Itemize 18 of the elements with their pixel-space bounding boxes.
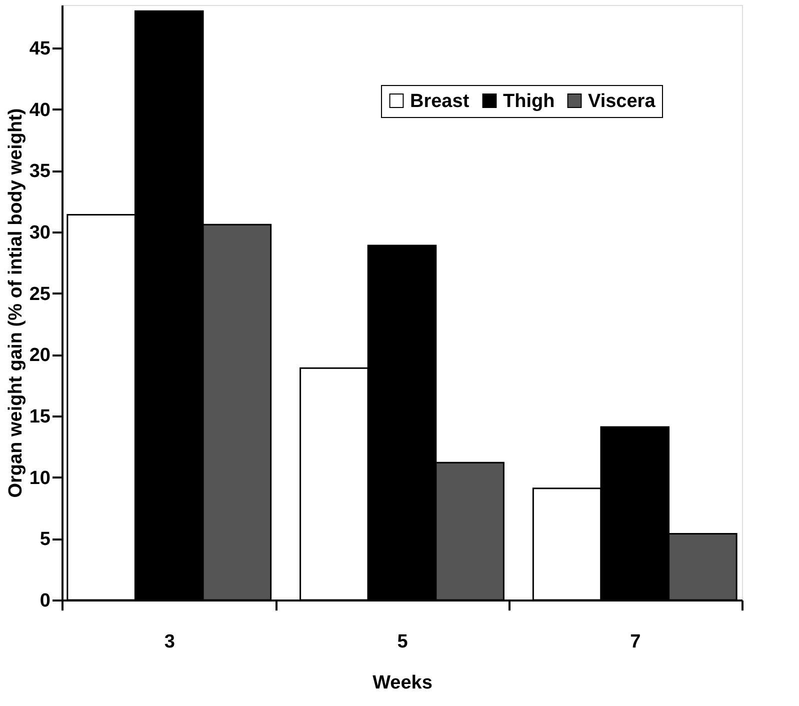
legend-label: Thigh — [503, 90, 555, 112]
y-tick-label: 5 — [40, 529, 51, 550]
y-tick-label: 0 — [40, 590, 50, 612]
x-axis-title: Weeks — [372, 672, 432, 694]
y-tick-label: 30 — [29, 222, 50, 244]
y-axis-title: Organ weight gain (% of intial body weight) — [5, 108, 26, 498]
y-tick-label: 45 — [29, 38, 51, 60]
y-tick-label: 15 — [29, 406, 51, 428]
legend-label: Breast — [410, 90, 470, 112]
x-tick-label: 7 — [630, 632, 641, 652]
y-tick-label: 10 — [29, 468, 50, 489]
legend-label: Viscera — [588, 90, 656, 112]
x-tick-label: 3 — [164, 632, 175, 652]
x-tick-label: 5 — [397, 632, 408, 652]
y-tick-label: 25 — [29, 284, 51, 305]
y-tick-label: 40 — [29, 100, 50, 121]
y-tick-label: 20 — [29, 345, 50, 366]
y-tick-label: 35 — [29, 161, 51, 182]
